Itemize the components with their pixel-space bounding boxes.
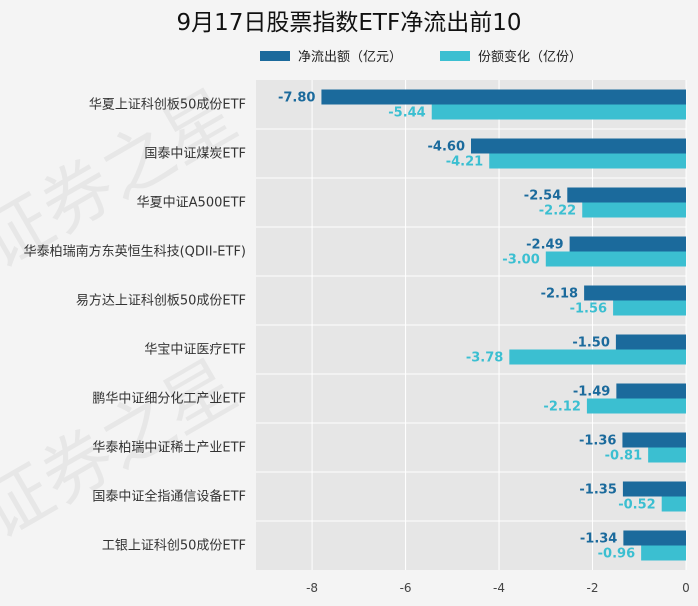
data-label-share-change: -0.81 (605, 449, 642, 464)
category-label: 华宝中证医疗ETF (144, 343, 246, 358)
category-label: 国泰中证煤炭ETF (144, 147, 246, 162)
data-label-outflow: -1.50 (572, 336, 609, 351)
bar-outflow (567, 187, 686, 203)
data-label-share-change: -3.78 (466, 351, 503, 366)
x-tick-label: 0 (682, 581, 690, 595)
data-label-share-change: -2.22 (539, 204, 576, 219)
x-tick-labels-layer: -8 -6 -4 -2 0 (306, 581, 690, 595)
data-label-share-change: -2.12 (543, 400, 580, 415)
legend-label-outflow: 净流出额（亿元） (298, 50, 402, 65)
category-labels-layer: 华夏上证科创板50成份ETF 国泰中证煤炭ETF 华夏中证A500ETF 华泰柏瑞南方… (24, 98, 246, 554)
data-label-outflow: -1.35 (579, 483, 616, 498)
data-label-outflow: -1.49 (573, 385, 610, 400)
bar-share-change (586, 398, 686, 414)
data-label-outflow: -2.49 (526, 238, 563, 253)
category-label: 易方达上证科创板50成份ETF (76, 293, 246, 309)
category-label: 华泰柏瑞南方东英恒生科技(QDII-ETF) (24, 244, 246, 260)
data-label-outflow: -1.34 (580, 532, 617, 547)
data-label-share-change: -1.56 (570, 302, 607, 317)
legend: 净流出额（亿元） 份额变化（亿份） (260, 49, 582, 65)
legend-label-share-change: 份额变化（亿份） (478, 49, 582, 65)
bar-outflow (615, 334, 686, 350)
bar-share-change (509, 349, 686, 365)
category-label: 华夏中证A500ETF (137, 196, 246, 211)
data-label-share-change: -5.44 (388, 106, 425, 121)
data-label-share-change: -0.52 (618, 498, 655, 513)
legend-swatch-share-change (440, 51, 470, 61)
bar-share-change (582, 202, 686, 218)
bar-outflow (471, 138, 686, 154)
x-tick-label: -4 (493, 581, 505, 595)
data-label-share-change: -3.00 (502, 253, 539, 268)
bar-outflow (569, 236, 686, 252)
bar-outflow (584, 285, 686, 301)
data-label-outflow: -1.36 (579, 434, 616, 449)
category-label: 华泰柏瑞中证稀土产业ETF (92, 441, 246, 456)
bar-share-change (661, 496, 686, 512)
bar-share-change (431, 104, 686, 120)
category-label: 工银上证科创50成份ETF (102, 539, 246, 554)
bar-share-change (648, 447, 686, 463)
x-tick-label: -6 (400, 581, 412, 595)
bar-outflow (623, 530, 686, 546)
x-tick-label: -2 (587, 581, 599, 595)
category-label: 华夏上证科创板50成份ETF (89, 98, 246, 113)
data-label-outflow: -2.18 (541, 287, 578, 302)
data-label-share-change: -0.96 (598, 547, 635, 562)
bar-share-change (641, 545, 686, 561)
bars-layer (321, 89, 686, 561)
bar-share-change (545, 251, 686, 267)
bar-outflow (616, 383, 686, 399)
chart-title: 9月17日股票指数ETF净流出前10 (177, 10, 522, 36)
category-label: 鹏华中证细分化工产业ETF (92, 392, 246, 407)
bar-outflow (622, 481, 686, 497)
legend-swatch-outflow (260, 51, 290, 61)
x-tick-label: -8 (306, 581, 318, 595)
bar-share-change (489, 153, 686, 169)
data-label-outflow: -4.60 (428, 140, 465, 155)
data-label-outflow: -2.54 (524, 189, 561, 204)
data-label-outflow: -7.80 (278, 91, 315, 106)
value-labels-layer: -7.80 -5.44 -4.60-4.21 -2.54-2.22 -2.49-3.00… (278, 91, 656, 562)
bar-share-change (613, 300, 686, 316)
bar-outflow (321, 89, 686, 105)
bar-outflow (622, 432, 686, 448)
data-label-share-change: -4.21 (446, 155, 483, 170)
category-label: 国泰中证全指通信设备ETF (92, 489, 246, 505)
